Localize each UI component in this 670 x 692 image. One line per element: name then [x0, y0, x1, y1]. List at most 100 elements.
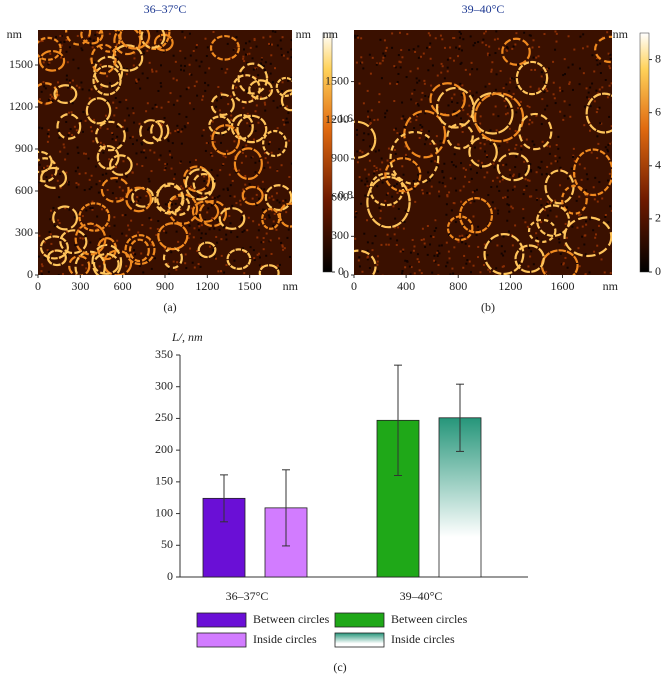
afm-noise [42, 81, 45, 84]
afm-noise [135, 78, 138, 81]
afm-noise [611, 141, 612, 144]
afm-noise [252, 138, 255, 141]
afm-noise [445, 213, 448, 216]
afm-noise [406, 33, 409, 36]
afm-noise [226, 187, 229, 190]
afm-noise [486, 138, 489, 141]
afm-noise [47, 270, 50, 273]
afm-noise [130, 219, 133, 222]
afm-noise [137, 199, 140, 202]
afm-noise [258, 160, 261, 163]
afm-noise [213, 197, 216, 200]
afm-ring [139, 119, 163, 145]
afm-noise [116, 57, 119, 60]
afm-noise [272, 198, 275, 201]
afm-noise [124, 213, 127, 216]
afm-noise [440, 62, 443, 65]
afm-noise [220, 96, 223, 99]
afm-noise [222, 154, 225, 157]
afm-noise [113, 274, 116, 275]
afm-noise [216, 196, 219, 199]
afm-noise [49, 93, 52, 96]
afm-noise [591, 54, 594, 57]
afm-noise [511, 188, 514, 191]
afm-noise [362, 67, 365, 70]
afm-noise [559, 231, 562, 234]
afm-noise [170, 156, 173, 159]
afm-noise [90, 43, 93, 46]
afm-noise [140, 142, 143, 145]
afm-noise [393, 128, 396, 131]
afm-noise [159, 154, 162, 157]
afm-noise [396, 239, 399, 242]
afm-noise [416, 113, 419, 116]
afm-noise [434, 37, 437, 40]
afm-ring [211, 124, 241, 156]
afm-noise [264, 109, 267, 112]
afm-noise [554, 48, 557, 51]
afm-noise [466, 259, 469, 262]
afm-noise [490, 185, 493, 188]
afm-noise [62, 272, 65, 275]
afm-noise [546, 67, 549, 70]
afm-noise [564, 244, 567, 247]
afm-noise [285, 117, 288, 120]
afm-noise [416, 253, 419, 256]
afm-noise [241, 151, 244, 154]
afm-ring [38, 49, 66, 72]
afm-noise [246, 62, 249, 65]
afm-noise [380, 77, 383, 80]
afm-noise [179, 95, 182, 98]
afm-noise [188, 169, 191, 172]
afm-noise [91, 200, 94, 203]
afm-noise [209, 153, 212, 156]
afm-noise [253, 257, 256, 260]
afm-ring [258, 264, 280, 275]
afm-noise [495, 267, 498, 270]
afm-noise [47, 63, 50, 66]
afm-noise [284, 199, 287, 202]
afm-noise [125, 98, 128, 101]
afm-noise [471, 94, 474, 97]
afm-noise [611, 219, 612, 222]
afm-noise [385, 178, 388, 181]
afm-noise [174, 130, 177, 133]
afm-noise [535, 189, 538, 192]
afm-noise [547, 67, 550, 70]
afm-noise [115, 197, 118, 200]
afm-ring [92, 252, 120, 275]
afm-noise [167, 201, 170, 204]
panel-label: (a) [163, 300, 176, 314]
afm-noise [455, 46, 458, 49]
afm-noise [453, 37, 456, 40]
afm-noise [374, 150, 377, 153]
afm-noise [273, 212, 276, 215]
afm-noise [477, 256, 480, 259]
afm-noise [514, 43, 517, 46]
afm-noise [517, 107, 520, 110]
x-axis-label: nm [603, 279, 619, 293]
afm-noise [100, 86, 103, 89]
afm-noise [366, 256, 369, 259]
afm-noise [429, 34, 432, 37]
afm-noise [150, 170, 153, 173]
afm-noise [290, 76, 292, 79]
afm-noise [453, 93, 456, 96]
afm-noise [397, 54, 400, 57]
afm-noise [166, 262, 169, 265]
afm-noise [89, 37, 92, 40]
afm-noise [460, 200, 463, 203]
afm-noise [84, 172, 87, 175]
afm-noise [270, 252, 273, 255]
afm-noise [393, 65, 396, 68]
afm-noise [543, 91, 546, 94]
afm-noise [446, 195, 449, 198]
afm-noise [276, 44, 279, 47]
afm-noise [448, 257, 451, 260]
afm-noise [514, 224, 517, 227]
afm-noise [160, 106, 163, 109]
afm-noise [216, 241, 219, 244]
afm-noise [600, 122, 603, 125]
afm-noise [135, 152, 138, 155]
afm-noise [438, 252, 441, 255]
